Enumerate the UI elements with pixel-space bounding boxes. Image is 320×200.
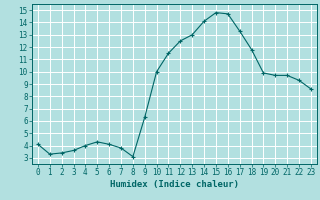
- X-axis label: Humidex (Indice chaleur): Humidex (Indice chaleur): [110, 180, 239, 189]
